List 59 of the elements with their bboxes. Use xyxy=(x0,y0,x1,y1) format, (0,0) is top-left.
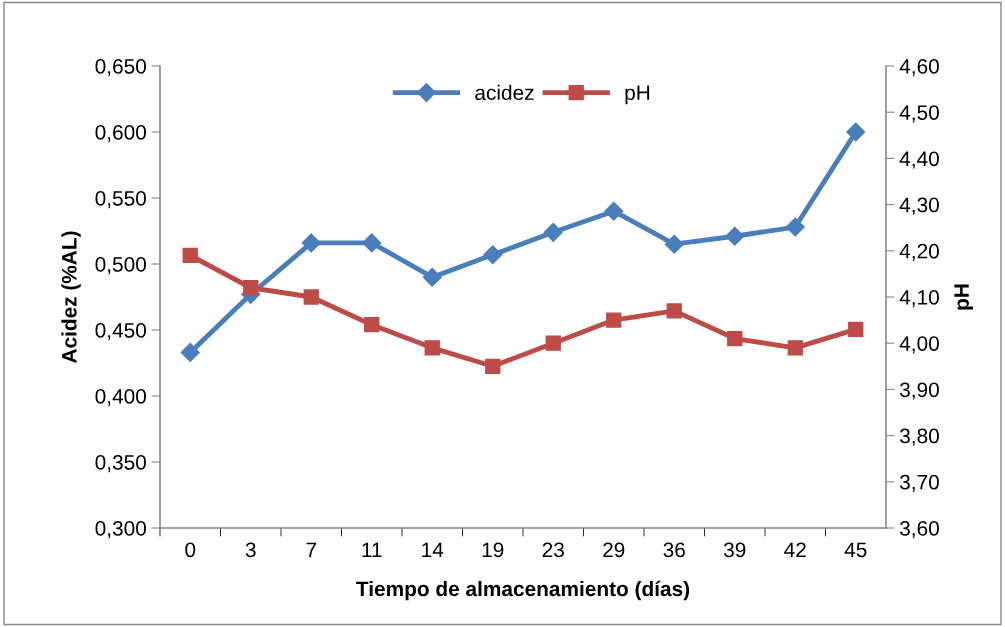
y-tick-label: 0,550 xyxy=(95,191,146,209)
y-axis-title: Acidez (%AL) xyxy=(61,231,81,364)
point xyxy=(787,340,803,356)
point xyxy=(604,201,624,221)
x-tick-label: 39 xyxy=(723,542,746,558)
y-tick-label: 0,450 xyxy=(95,323,146,341)
x-tick-label: 7 xyxy=(306,542,316,557)
x-tick-label: 3 xyxy=(245,542,256,558)
point xyxy=(303,289,319,305)
y2-tick-label: 4,60 xyxy=(899,59,939,77)
y-tick-label: 0,350 xyxy=(95,455,146,473)
x-tick-label: 14 xyxy=(422,542,444,557)
y2-tick-label: 4,00 xyxy=(899,336,939,354)
y-tick-label: 0,400 xyxy=(95,389,146,407)
x-tick-label: 29 xyxy=(603,542,625,558)
y2-tick-label: 3,90 xyxy=(899,382,939,400)
point xyxy=(182,247,198,264)
y2-tick-label: 4,40 xyxy=(899,151,939,169)
point xyxy=(666,303,682,319)
point xyxy=(424,340,440,356)
point xyxy=(364,317,380,333)
point xyxy=(243,280,259,296)
y2-tick-label: 3,60 xyxy=(899,521,939,539)
point xyxy=(785,217,805,237)
x-tick-label: 11 xyxy=(362,542,382,557)
point xyxy=(483,245,503,265)
point xyxy=(301,233,321,253)
y2-tick-label: 3,70 xyxy=(899,474,939,493)
y-tick-label: 0,650 xyxy=(95,59,146,77)
point xyxy=(664,234,684,254)
legend-label: pH xyxy=(625,85,650,105)
y-tick-label: 0,500 xyxy=(95,257,146,275)
point xyxy=(606,312,622,328)
point xyxy=(180,342,200,362)
point xyxy=(725,226,745,246)
x-tick-label: 23 xyxy=(542,542,564,558)
legend-label: acidez xyxy=(475,84,534,101)
point xyxy=(848,321,864,337)
y2-tick-label: 4,30 xyxy=(899,197,939,215)
point xyxy=(422,267,442,287)
point xyxy=(485,358,501,374)
y-tick-label: 0,300 xyxy=(95,521,146,539)
x-tick-label: 36 xyxy=(663,542,685,558)
y-tick-label: 0,600 xyxy=(95,125,146,143)
y2-tick-label: 3,80 xyxy=(899,428,939,446)
y2-tick-label: 4,20 xyxy=(899,243,939,262)
x-tick-label: 45 xyxy=(844,542,867,558)
x-tick-label: 0 xyxy=(185,542,196,558)
x-axis-title: Tiempo de almacenamiento (días) xyxy=(356,580,690,601)
y2-tick-label: 4,10 xyxy=(899,290,939,308)
x-tick-label: 19 xyxy=(482,542,504,558)
point xyxy=(727,330,743,347)
point xyxy=(362,233,382,253)
point xyxy=(543,222,563,242)
y2-axis-title: pH xyxy=(954,284,974,310)
point xyxy=(545,335,561,351)
x-tick-label: 42 xyxy=(784,542,806,557)
y2-tick-label: 4,50 xyxy=(899,105,939,123)
point xyxy=(846,122,866,142)
